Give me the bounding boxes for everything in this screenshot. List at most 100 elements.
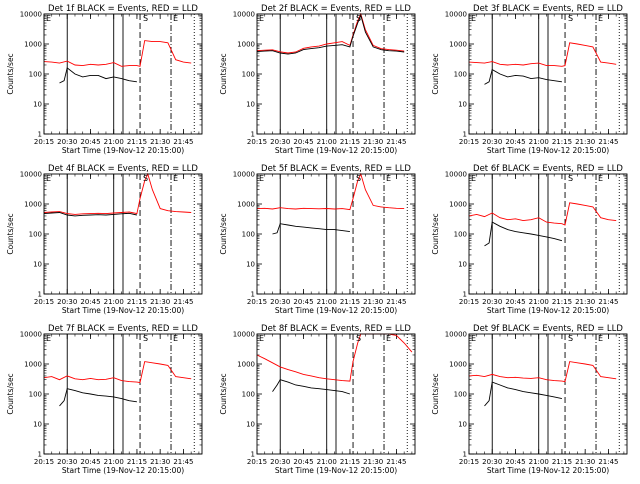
series-lld-line [43,361,192,384]
panel-2: Det 2f BLACK = Events, RED = LLD Counts/s… [219,4,416,155]
y-tick-label: 1000 [237,201,255,209]
y-tick-label: 1 [38,291,42,299]
x-tick-label: 20:45 [505,458,525,466]
series-events-line [484,68,562,85]
y-tick-label: 1 [463,131,467,139]
plot-frame [256,333,416,455]
x-tick-label: 20:45 [293,298,313,306]
x-tick-label: 21:45 [173,138,193,146]
y-tick-label: 10 [246,101,255,109]
y-tick-label: 10000 [445,171,467,179]
start-marker-label: E [46,14,51,23]
start-marker-label: S [143,174,148,183]
y-tick-label: 100 [29,231,42,239]
end-marker-label: E [386,334,391,343]
y-tick-label: 1000 [449,41,467,49]
x-tick-label: 21:00 [317,138,337,146]
y-tick-label: 1000 [237,361,255,369]
x-axis-label: Start Time (19-Nov-12 20:15:00) [487,466,609,475]
plot-frame [43,333,203,455]
y-tick-label: 10000 [233,11,255,19]
x-tick-label: 21:00 [317,458,337,466]
series-lld-line [256,172,405,211]
x-axis-label: Start Time (19-Nov-12 20:15:00) [62,306,184,315]
x-tick-label: 21:30 [150,458,170,466]
y-axis-label: Counts/sec [219,373,228,414]
x-tick-label: 21:15 [552,138,572,146]
y-tick-label: 1 [38,451,42,459]
x-tick-label: 20:15 [34,298,54,306]
series-events-line [59,67,137,84]
y-tick-label: 10000 [445,11,467,19]
y-tick-label: 10000 [233,331,255,339]
y-axis-label: Counts/sec [6,373,15,414]
x-tick-label: 21:00 [529,458,549,466]
y-axis-label: Counts/sec [431,53,440,94]
end-marker-label: E [173,174,178,183]
x-tick-label: 20:15 [247,298,267,306]
y-tick-label: 100 [454,231,467,239]
y-tick-label: 10 [33,261,42,269]
x-tick-label: 21:30 [575,298,595,306]
panel-6: Det 6f BLACK = Events, RED = LLD Counts/s… [431,164,628,315]
x-tick-label: 20:15 [247,458,267,466]
y-axis-label: Counts/sec [431,373,440,414]
start-marker-label: S [568,14,573,23]
y-tick-label: 10000 [20,331,42,339]
start-marker-label: S [143,334,148,343]
y-tick-label: 100 [454,71,467,79]
y-tick-label: 10 [458,101,467,109]
series-events-line [43,212,137,217]
start-marker-label: E [259,174,264,183]
x-tick-label: 20:45 [80,298,100,306]
panel-1: Det 1f BLACK = Events, RED = LLD Counts/s… [6,4,203,155]
panel-title: Det 7f BLACK = Events, RED = LLD [48,324,198,334]
start-marker-label: E [259,334,264,343]
x-tick-label: 20:30 [482,138,502,146]
start-marker-label: S [568,334,573,343]
y-tick-label: 1 [251,131,255,139]
y-tick-label: 1 [463,291,467,299]
series-lld-line [468,42,617,67]
x-tick-label: 21:30 [150,138,170,146]
x-tick-label: 21:30 [575,458,595,466]
x-tick-label: 21:30 [150,298,170,306]
x-tick-label: 20:30 [270,298,290,306]
y-tick-label: 1000 [24,41,42,49]
panel-title: Det 9f BLACK = Events, RED = LLD [473,324,623,334]
x-tick-label: 21:45 [598,138,618,146]
y-tick-label: 10 [458,261,467,269]
start-marker-label: E [471,174,476,183]
end-marker-label: E [173,334,178,343]
x-axis-label: Start Time (19-Nov-12 20:15:00) [62,146,184,155]
y-tick-label: 100 [454,391,467,399]
panel-title: Det 8f BLACK = Events, RED = LLD [261,324,411,334]
x-tick-label: 20:15 [34,138,54,146]
x-tick-label: 21:15 [552,458,572,466]
x-tick-label: 20:30 [482,458,502,466]
panel-3: Det 3f BLACK = Events, RED = LLD Counts/s… [431,4,628,155]
series-events-line [272,379,351,395]
end-marker-label: E [386,14,391,23]
x-tick-label: 21:45 [598,458,618,466]
x-tick-label: 20:30 [57,138,77,146]
plot-frame [468,333,628,455]
start-marker-label: E [471,334,476,343]
y-tick-label: 10000 [445,331,467,339]
y-tick-label: 10000 [20,11,42,19]
x-tick-label: 21:45 [173,458,193,466]
x-tick-label: 20:15 [459,138,479,146]
y-tick-label: 1000 [449,361,467,369]
series-lld-line [468,202,617,226]
y-tick-label: 100 [29,391,42,399]
end-marker-label: E [598,14,603,23]
x-tick-label: 21:15 [340,458,360,466]
y-axis-label: Counts/sec [219,213,228,254]
start-marker-label: E [259,14,264,23]
plot-frame [468,13,628,135]
y-tick-label: 10 [246,421,255,429]
y-tick-label: 10000 [233,171,255,179]
start-marker-label: S [568,174,573,183]
x-axis-label: Start Time (19-Nov-12 20:15:00) [487,146,609,155]
